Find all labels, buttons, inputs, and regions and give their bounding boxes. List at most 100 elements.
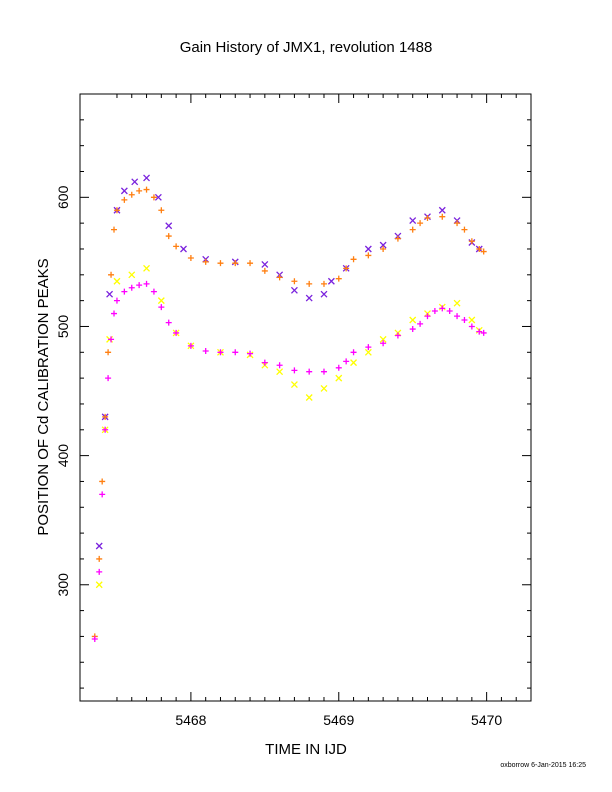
- data-point: [335, 364, 342, 371]
- x-tick-label: 5470: [471, 712, 502, 728]
- data-point: [291, 367, 298, 374]
- y-tick-label: 400: [55, 444, 71, 468]
- data-point: [468, 238, 475, 245]
- x-tick-label: 5468: [175, 712, 206, 728]
- data-point: [143, 264, 151, 272]
- data-point: [461, 317, 468, 324]
- data-point: [276, 274, 283, 281]
- data-point: [480, 248, 487, 255]
- data-point: [276, 362, 283, 369]
- data-point: [111, 226, 118, 233]
- data-point: [306, 368, 313, 375]
- data-point: [327, 277, 335, 285]
- data-point: [113, 207, 120, 214]
- data-point: [113, 297, 120, 304]
- plot-area: [79, 93, 532, 702]
- data-point: [108, 336, 115, 343]
- data-point: [409, 326, 416, 333]
- data-point: [261, 267, 268, 274]
- data-point: [431, 307, 438, 314]
- data-point: [461, 226, 468, 233]
- data-point: [394, 332, 401, 339]
- data-point: [143, 174, 151, 182]
- data-point: [350, 349, 357, 356]
- data-point: [150, 194, 157, 201]
- series-0: [95, 174, 483, 550]
- data-point: [102, 413, 109, 420]
- data-point: [131, 178, 139, 186]
- data-point: [165, 233, 172, 240]
- data-point: [247, 260, 254, 267]
- data-point: [143, 186, 150, 193]
- data-point: [150, 288, 157, 295]
- data-point: [468, 316, 476, 324]
- data-point: [99, 478, 106, 485]
- data-point: [165, 222, 173, 230]
- data-point: [438, 206, 446, 214]
- data-point: [128, 191, 135, 198]
- data-point: [409, 226, 416, 233]
- data-point: [106, 290, 114, 298]
- data-point: [424, 313, 431, 320]
- data-point: [120, 187, 128, 195]
- data-point: [335, 374, 343, 382]
- data-point: [187, 255, 194, 262]
- data-point: [102, 426, 109, 433]
- data-point: [454, 313, 461, 320]
- data-point: [261, 359, 268, 366]
- data-point: [320, 385, 328, 392]
- data-point: [128, 271, 136, 279]
- x-tick-label: 5469: [323, 712, 354, 728]
- data-point: [480, 329, 487, 336]
- data-point: [187, 342, 194, 349]
- data-point: [335, 275, 342, 282]
- series-3: [91, 280, 487, 643]
- data-point: [305, 294, 313, 302]
- data-point: [320, 280, 327, 287]
- data-point: [417, 220, 424, 227]
- data-point: [476, 245, 483, 252]
- data-point: [105, 349, 112, 356]
- data-point: [306, 280, 313, 287]
- data-point: [121, 196, 128, 203]
- y-tick-label: 600: [55, 185, 71, 209]
- data-point: [343, 265, 350, 272]
- data-point: [105, 375, 112, 382]
- data-point: [453, 299, 461, 307]
- data-point: [305, 394, 313, 401]
- data-point: [468, 323, 475, 330]
- data-point: [379, 335, 387, 343]
- y-tick-label: 500: [55, 315, 71, 339]
- data-point: [320, 290, 328, 298]
- data-point: [350, 359, 358, 367]
- axis-ticks: 5468 5469 5470 300 400 500 600: [55, 93, 531, 728]
- data-point: [99, 491, 106, 498]
- chart-title: Gain History of JMX1, revolution 1488: [180, 39, 433, 56]
- data-point: [165, 319, 172, 326]
- data-point: [261, 261, 269, 268]
- y-axis-label: POSITION OF Cd CALIBRATION PEAKS: [35, 258, 52, 535]
- footer-stamp: oxborrow 6-Jan-2015 16:25: [500, 762, 586, 769]
- data-point: [108, 271, 115, 278]
- data-point: [95, 581, 103, 589]
- data-point: [424, 214, 431, 221]
- data-point: [173, 243, 180, 250]
- data-point: [439, 213, 446, 220]
- data-point: [95, 542, 103, 550]
- data-point: [446, 307, 453, 314]
- data-point: [291, 278, 298, 285]
- data-point: [202, 348, 209, 355]
- data-point: [454, 220, 461, 227]
- data-point: [96, 555, 103, 562]
- data-point: [350, 256, 357, 263]
- data-point: [91, 636, 98, 643]
- data-point: [113, 277, 121, 285]
- data-point: [343, 358, 350, 365]
- data-point: [380, 245, 387, 252]
- data-point: [136, 187, 143, 194]
- series-1: [95, 264, 483, 589]
- data-point: [157, 297, 165, 305]
- data-point: [96, 568, 103, 575]
- data-point: [409, 217, 417, 225]
- data-point: [217, 349, 224, 356]
